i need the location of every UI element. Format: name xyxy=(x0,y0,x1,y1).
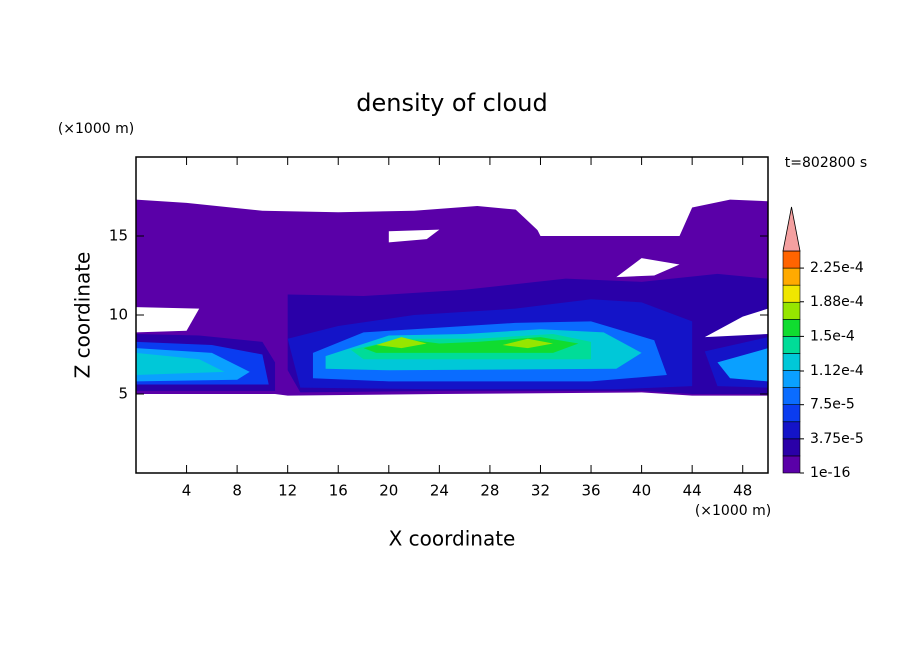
y-axis-label: Z coordinate xyxy=(71,252,95,379)
x-tick-label: 28 xyxy=(480,482,499,500)
colorbar-tick-label: 1.12e-4 xyxy=(810,363,864,379)
contour-region xyxy=(136,259,162,284)
annotation: t=802800 s xyxy=(785,155,867,171)
x-tick-label: 8 xyxy=(232,482,242,500)
chart-title: density of cloud xyxy=(356,89,547,117)
colorbar-extend xyxy=(782,206,801,252)
x-tick-label: 48 xyxy=(733,482,752,500)
x-tick-label: 24 xyxy=(430,482,449,500)
colorbar-tick-label: 1e-16 xyxy=(810,465,850,481)
y-unit: (×1000 m) xyxy=(58,121,134,137)
contour-region xyxy=(717,348,768,382)
gap xyxy=(515,204,554,233)
x-unit: (×1000 m) xyxy=(695,503,771,519)
contour-region xyxy=(136,352,225,376)
colorbar-box xyxy=(782,387,801,405)
gap xyxy=(388,229,440,243)
y-tick-label: 5 xyxy=(118,385,128,403)
colorbar-box xyxy=(782,267,801,286)
x-tick-label: 36 xyxy=(581,482,600,500)
gap xyxy=(136,307,200,333)
contour-region xyxy=(376,337,427,349)
x-tick-label: 20 xyxy=(379,482,398,500)
colorbar-tick-label: 1.5e-4 xyxy=(810,328,855,344)
x-axis-label: X coordinate xyxy=(389,527,516,551)
colorbar-box xyxy=(782,301,801,320)
colorbar-box xyxy=(782,438,801,457)
x-tick-label: 40 xyxy=(632,482,651,500)
colorbar-box xyxy=(782,284,801,303)
colorbar-box xyxy=(782,455,801,474)
colorbar-box xyxy=(782,319,801,337)
colorbar-box xyxy=(782,421,801,440)
x-tick-label: 16 xyxy=(329,482,348,500)
gap xyxy=(704,308,768,338)
colorbar-box xyxy=(782,336,801,354)
x-tick-label: 44 xyxy=(683,482,702,500)
contour-region xyxy=(502,338,554,349)
gap xyxy=(616,258,680,278)
colorbar-tick-label: 2.25e-4 xyxy=(810,260,864,276)
colorbar-box xyxy=(782,370,801,388)
x-tick-label: 4 xyxy=(182,482,192,500)
colorbar-box xyxy=(782,353,801,371)
contour-field xyxy=(136,199,768,396)
colorbar-tick-label: 1.88e-4 xyxy=(810,294,864,310)
colorbar-tick-label: 3.75e-5 xyxy=(810,431,864,447)
colorbar-tick-label: 7.5e-5 xyxy=(810,397,855,413)
y-tick-label: 10 xyxy=(109,306,128,324)
colorbar-box xyxy=(782,250,801,269)
colorbar-box xyxy=(782,404,801,423)
x-tick-label: 12 xyxy=(278,482,297,500)
y-tick-label: 15 xyxy=(109,227,128,245)
x-tick-label: 32 xyxy=(531,482,550,500)
